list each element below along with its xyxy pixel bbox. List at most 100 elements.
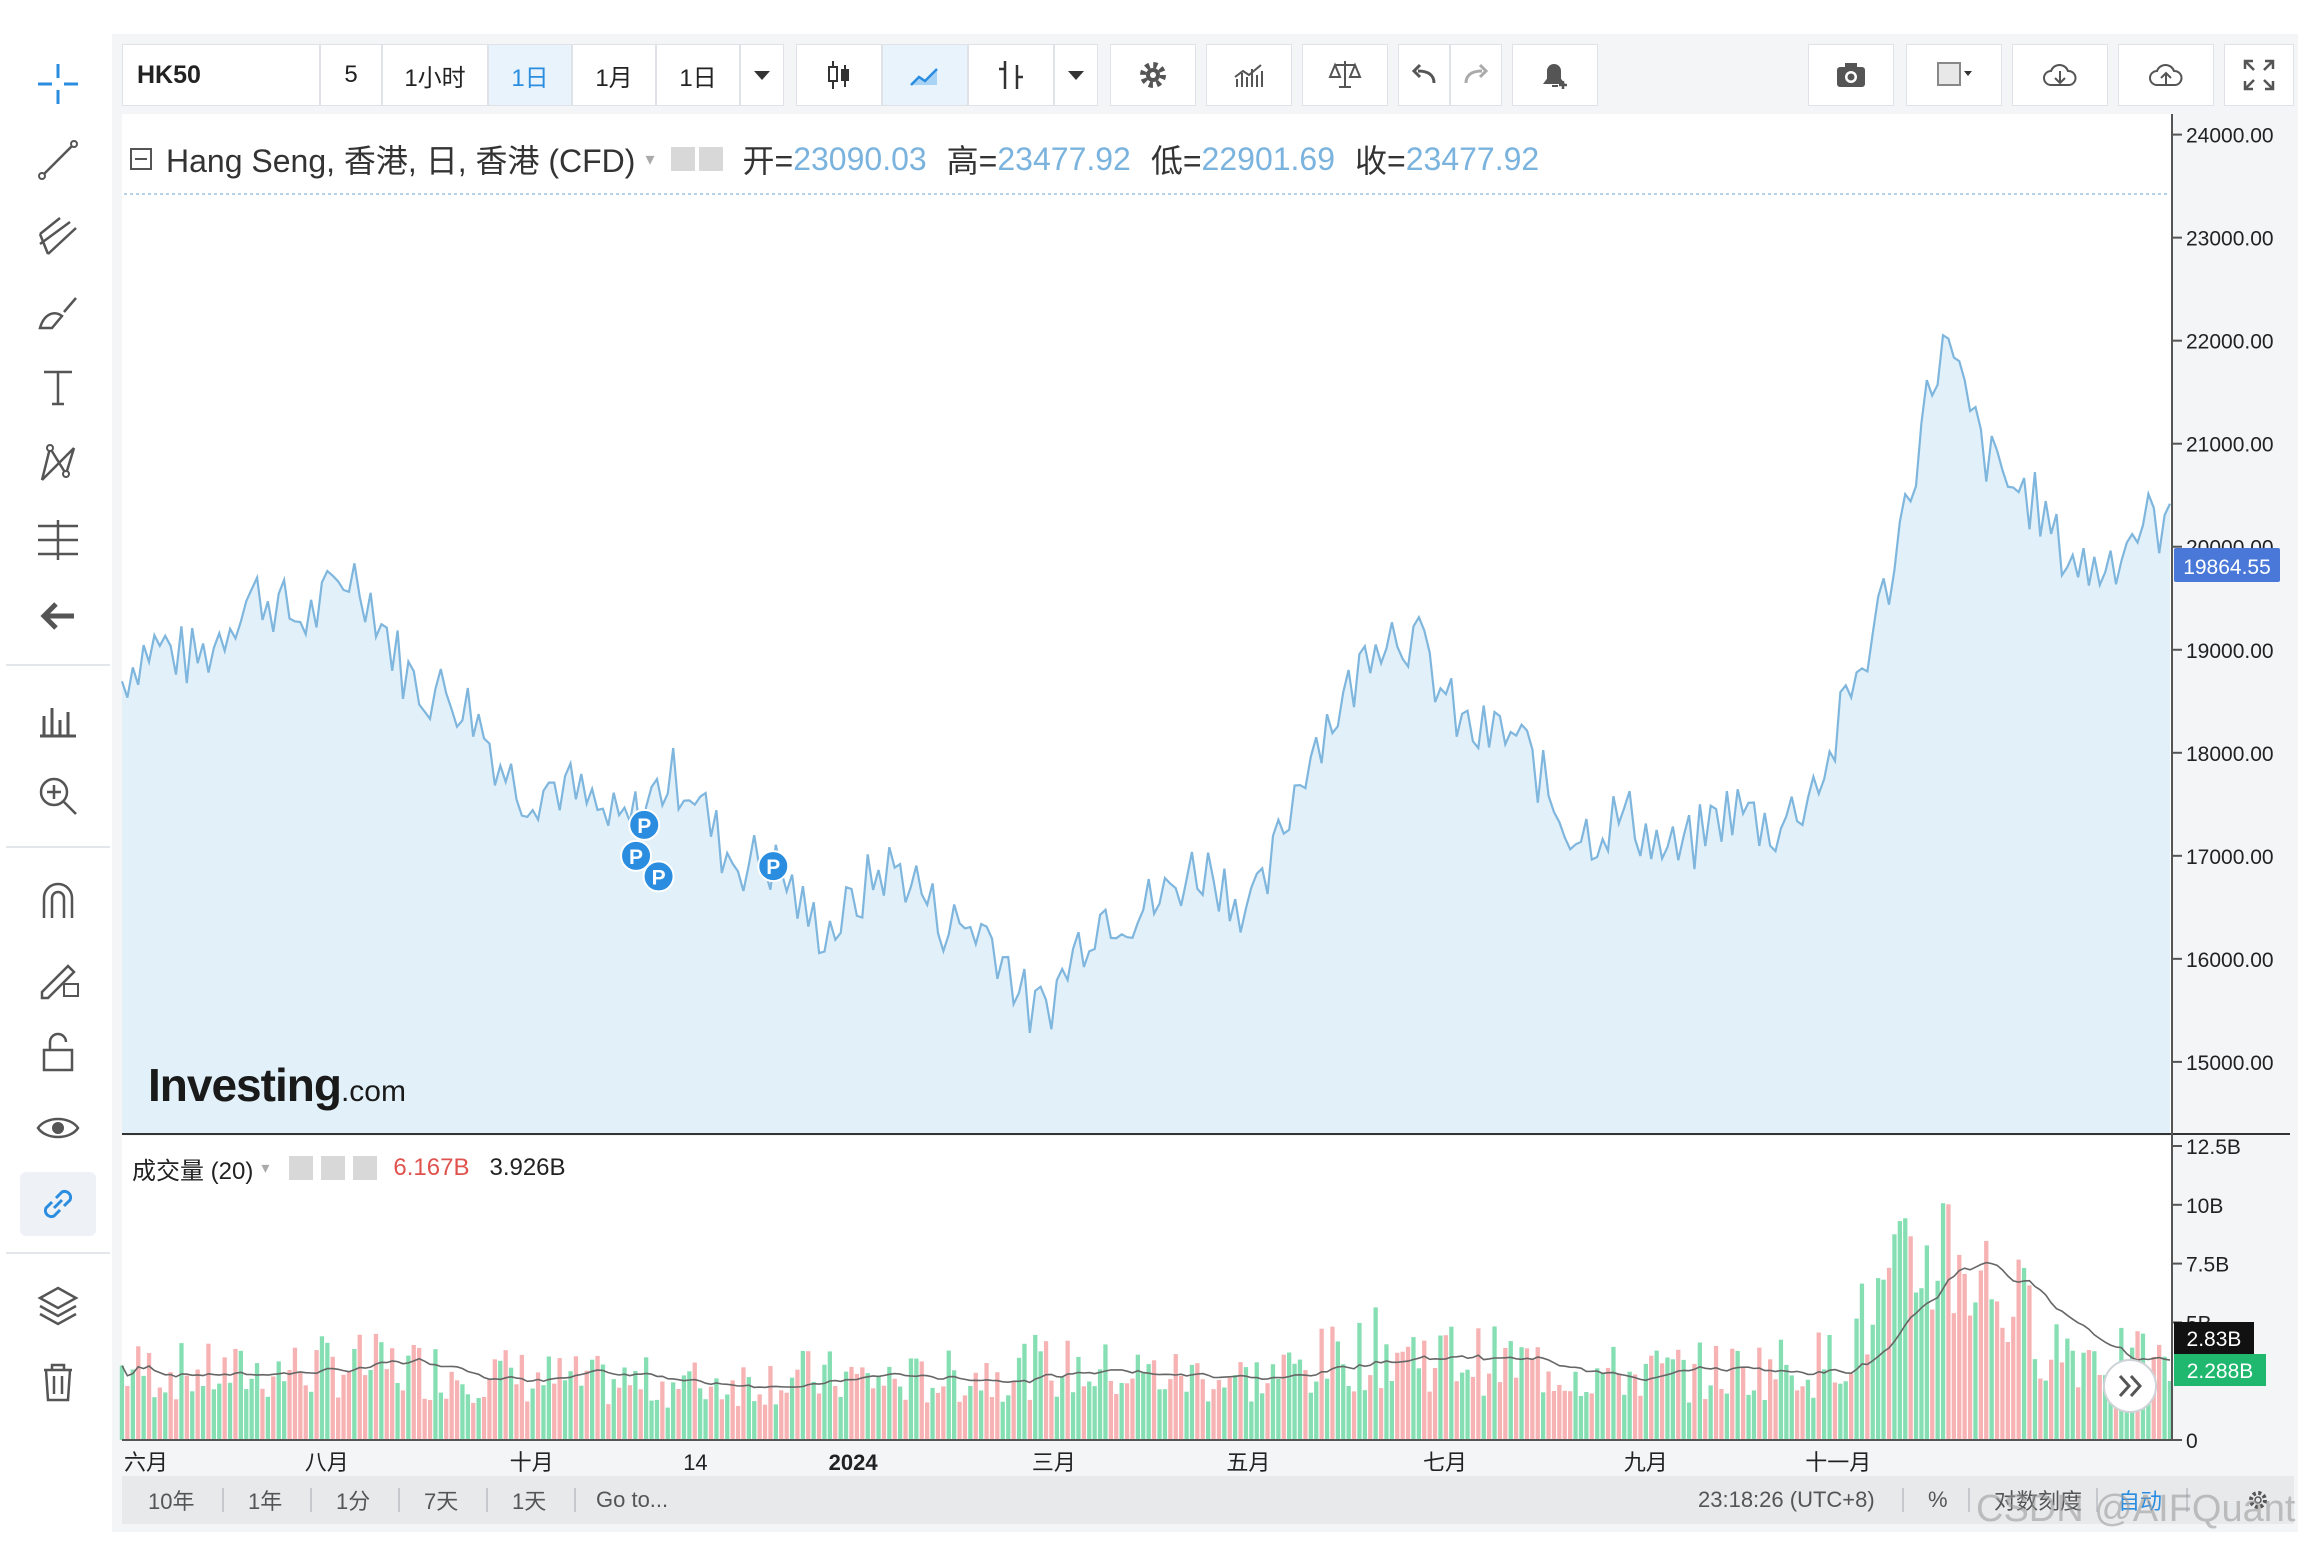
- pitchfork-tool-icon[interactable]: [20, 204, 96, 268]
- time-axis[interactable]: 六月 八月 十月 14 2024 三月 五月 七月 九月 十一月: [124, 1450, 1871, 1475]
- volume-legend-title[interactable]: 成交量 (20): [132, 1157, 254, 1185]
- scale-settings-gear-icon[interactable]: [2246, 1476, 2270, 1524]
- volume-bar: [1638, 1395, 1643, 1440]
- legend-dropdown-icon[interactable]: ▾: [645, 148, 655, 169]
- collapse-legend-icon[interactable]: [130, 148, 152, 170]
- range-1m-button[interactable]: 1分: [336, 1489, 371, 1514]
- symbol-input[interactable]: HK50: [122, 44, 320, 106]
- volume-bar: [1735, 1350, 1740, 1440]
- volume-bar: [627, 1385, 633, 1440]
- volume-bar: [1978, 1270, 1983, 1440]
- volume-bar: [1151, 1360, 1157, 1440]
- interval-1d-button[interactable]: 1日: [488, 44, 572, 106]
- lock-drawing-icon[interactable]: [20, 944, 96, 1008]
- volume-bar: [1465, 1369, 1470, 1440]
- volume-bar: [1000, 1401, 1005, 1440]
- volume-bar: [1870, 1324, 1875, 1440]
- volume-bar: [676, 1389, 681, 1440]
- zoom-in-icon[interactable]: [20, 764, 96, 828]
- pattern-tool-icon[interactable]: [20, 432, 96, 496]
- volume-bar: [1373, 1307, 1378, 1440]
- volume-bar: [152, 1397, 157, 1440]
- legend-title[interactable]: Hang Seng, 香港, 日, 香港 (CFD): [166, 143, 636, 179]
- cloud-upload-icon[interactable]: [2118, 44, 2214, 106]
- volume-remove-icon[interactable]: [353, 1156, 378, 1180]
- goto-button[interactable]: Go to...: [596, 1487, 669, 1512]
- back-arrow-icon[interactable]: [20, 584, 96, 648]
- range-1d-button[interactable]: 1天: [512, 1489, 547, 1514]
- scroll-right-button[interactable]: [2103, 1359, 2157, 1413]
- volume-bar: [146, 1353, 152, 1440]
- fullscreen-icon[interactable]: [2224, 44, 2294, 106]
- volume-bar: [1449, 1326, 1454, 1440]
- percent-scale-button[interactable]: %: [1928, 1487, 1948, 1512]
- range-10y-button[interactable]: 10年: [148, 1489, 195, 1514]
- trend-line-tool-icon[interactable]: [20, 128, 96, 192]
- series-settings-icon[interactable]: [698, 147, 723, 171]
- volume-bar: [2059, 1362, 2065, 1440]
- volume-bar: [444, 1398, 449, 1440]
- auto-scale-button[interactable]: 自动: [2118, 1489, 2163, 1514]
- interval-dropdown-icon[interactable]: [740, 44, 784, 106]
- chart-type-dropdown-icon[interactable]: [1054, 44, 1098, 106]
- eye-icon[interactable]: [20, 1096, 96, 1160]
- fib-retracement-tool-icon[interactable]: [20, 508, 96, 572]
- volume-bar: [1454, 1381, 1459, 1440]
- volume-bar: [1578, 1396, 1584, 1440]
- magnet-icon[interactable]: [20, 868, 96, 932]
- layers-icon[interactable]: [20, 1274, 96, 1338]
- text-tool-icon[interactable]: [20, 356, 96, 420]
- unlock-icon[interactable]: [20, 1020, 96, 1084]
- template-dropdown[interactable]: [1906, 44, 2002, 106]
- volume-bar: [822, 1364, 827, 1440]
- volume-bar: [1249, 1401, 1254, 1440]
- compare-scale-icon[interactable]: [1302, 44, 1388, 106]
- volume-visibility-icon[interactable]: [289, 1156, 314, 1180]
- volume-bar: [811, 1381, 816, 1440]
- event-markers[interactable]: PPP P: [620, 808, 790, 893]
- volume-bar: [1778, 1339, 1784, 1440]
- measure-tool-icon[interactable]: [20, 688, 96, 752]
- event-marker[interactable]: P: [620, 839, 653, 872]
- log-scale-button[interactable]: 对数刻度: [1994, 1489, 2083, 1514]
- redo-icon[interactable]: [1450, 44, 1502, 106]
- volume-bar: [1654, 1350, 1659, 1440]
- range-1y-button[interactable]: 1年: [248, 1489, 283, 1514]
- interval-5-button[interactable]: 5: [320, 44, 382, 106]
- volume-bar: [617, 1387, 622, 1440]
- cloud-download-icon[interactable]: [2012, 44, 2108, 106]
- event-marker[interactable]: P: [628, 808, 661, 841]
- brush-tool-icon[interactable]: [20, 280, 96, 344]
- crosshair-tool-icon[interactable]: [20, 52, 96, 116]
- volume-bar: [1795, 1390, 1800, 1440]
- trash-icon[interactable]: [20, 1350, 96, 1414]
- range-7d-button[interactable]: 7天: [424, 1489, 459, 1514]
- candlestick-icon[interactable]: [796, 44, 882, 106]
- price-axis[interactable]: 24000.0023000.0022000.0021000.0020000.00…: [2172, 125, 2274, 1075]
- link-icon[interactable]: [20, 1172, 96, 1236]
- bar-type-icon[interactable]: [968, 44, 1054, 106]
- volume-bar: [2167, 1381, 2173, 1440]
- event-marker[interactable]: P: [642, 860, 675, 893]
- indicators-icon[interactable]: [1206, 44, 1292, 106]
- interval-1m-button[interactable]: 1月: [572, 44, 656, 106]
- volume-bar: [400, 1390, 406, 1440]
- volume-bar: [708, 1386, 714, 1440]
- volume-settings-icon[interactable]: [321, 1156, 346, 1180]
- volume-bar: [352, 1349, 357, 1440]
- interval-1d-alt-button[interactable]: 1日: [656, 44, 740, 106]
- interval-1h-button[interactable]: 1小时: [382, 44, 488, 106]
- undo-icon[interactable]: [1398, 44, 1450, 106]
- volume-bar: [935, 1392, 941, 1440]
- event-marker[interactable]: P: [757, 850, 790, 883]
- alert-bell-icon[interactable]: [1512, 44, 1598, 106]
- volume-bar: [184, 1375, 189, 1440]
- settings-gear-icon[interactable]: [1110, 44, 1196, 106]
- camera-icon[interactable]: [1808, 44, 1894, 106]
- visibility-toggle-icon[interactable]: [670, 147, 695, 171]
- area-chart-icon[interactable]: [882, 44, 968, 106]
- volume-bar: [309, 1391, 314, 1440]
- volume-legend-dropdown-icon[interactable]: ▾: [261, 1160, 270, 1177]
